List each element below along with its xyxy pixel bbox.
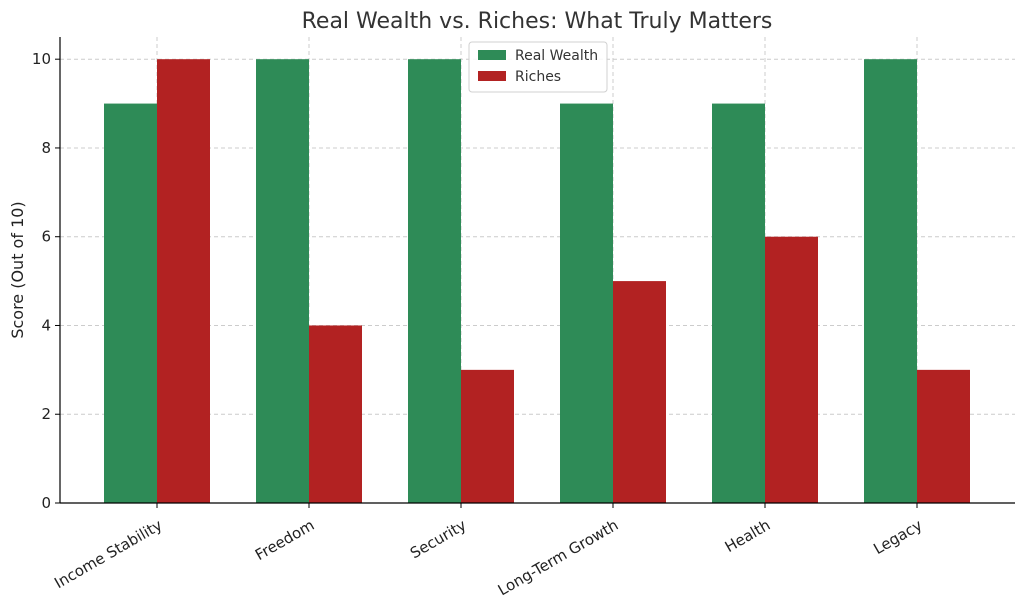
bar-real-wealth xyxy=(864,59,917,503)
x-tick-label: Security xyxy=(407,516,469,562)
y-tick-label: 10 xyxy=(32,50,51,68)
y-ticks: 0 2 4 6 8 10 xyxy=(32,50,60,512)
legend-swatch xyxy=(478,71,506,81)
legend-label: Real Wealth xyxy=(515,48,598,64)
legend-label: Riches xyxy=(515,69,561,85)
x-tick-label: Legacy xyxy=(870,516,925,558)
x-tick-label: Long-Term Growth xyxy=(495,516,622,599)
bar-real-wealth xyxy=(712,103,765,504)
y-tick-label: 4 xyxy=(41,316,51,334)
x-tick-label: Income Stability xyxy=(51,516,165,592)
bar-riches xyxy=(461,369,514,503)
chart-title: Real Wealth vs. Riches: What Truly Matte… xyxy=(302,9,773,34)
bar-riches xyxy=(309,325,362,503)
bar-real-wealth xyxy=(256,59,309,503)
y-tick-label: 2 xyxy=(41,405,51,423)
bar-real-wealth xyxy=(408,59,461,503)
x-tick-label: Freedom xyxy=(252,516,317,564)
y-tick-label: 8 xyxy=(41,139,51,157)
x-tick-label: Health xyxy=(722,516,774,556)
bar-riches xyxy=(917,369,970,503)
bar-real-wealth xyxy=(560,103,613,504)
bars xyxy=(104,59,970,504)
bar-riches xyxy=(157,59,210,503)
bar-riches xyxy=(765,236,818,503)
legend: Real Wealth Riches xyxy=(468,41,608,93)
legend-swatch xyxy=(478,50,506,60)
y-axis-label: Score (Out of 10) xyxy=(8,201,27,338)
bar-riches xyxy=(613,281,666,503)
x-ticks: Income Stability Freedom Security Long-Term… xyxy=(51,503,925,599)
y-tick-label: 6 xyxy=(41,228,51,246)
axes xyxy=(59,37,1015,504)
bar-real-wealth xyxy=(104,103,157,504)
y-tick-label: 0 xyxy=(41,494,51,512)
